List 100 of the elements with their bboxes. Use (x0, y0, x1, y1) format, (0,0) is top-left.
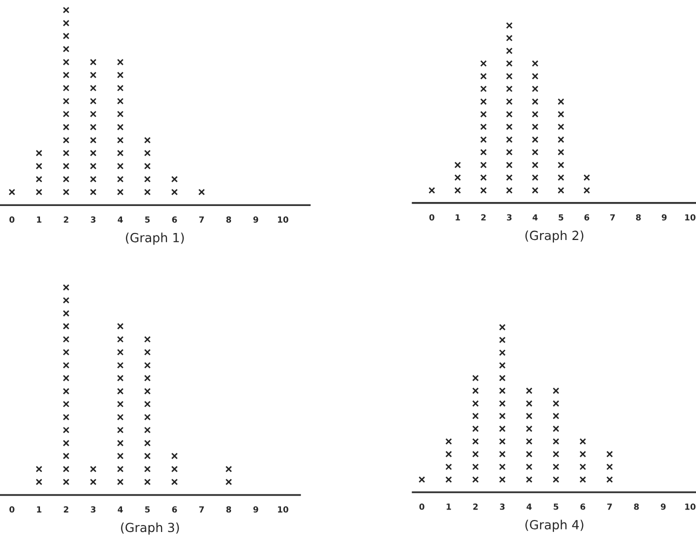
point (552, 464, 560, 470)
point (62, 348, 70, 356)
point (117, 84, 124, 92)
point (499, 476, 506, 483)
point (506, 162, 513, 168)
point (144, 400, 151, 408)
x-tick-label: 3 (506, 214, 512, 221)
point (117, 478, 124, 486)
point (144, 452, 151, 460)
point (90, 162, 97, 170)
point (506, 124, 513, 130)
point (62, 362, 70, 369)
point (558, 187, 564, 194)
point (117, 72, 124, 78)
point (144, 440, 151, 446)
x-tick-label: 1 (456, 214, 460, 220)
point (90, 58, 97, 66)
x-tick-label: 7 (199, 216, 204, 223)
point (532, 148, 538, 156)
point (62, 136, 70, 144)
x-axis-title: (Graph 2) (525, 230, 584, 243)
x-tick-label: 5 (145, 506, 150, 513)
point (532, 136, 538, 143)
point (36, 162, 42, 170)
x-tick-label: 2 (64, 506, 68, 512)
point (480, 174, 487, 181)
point (526, 425, 532, 432)
point (117, 426, 124, 434)
point (62, 150, 70, 156)
x-tick-label: 7 (199, 506, 204, 512)
point (506, 48, 513, 54)
point (552, 400, 560, 407)
point (472, 464, 479, 470)
point (499, 450, 506, 458)
point (62, 162, 70, 170)
point (62, 20, 70, 26)
point (144, 426, 151, 434)
point (117, 440, 124, 446)
point (62, 176, 70, 182)
point (506, 136, 513, 143)
point (144, 188, 151, 196)
point (428, 187, 436, 194)
x-tick-label: 9 (253, 216, 258, 223)
point (117, 162, 124, 170)
point (499, 464, 506, 470)
x-tick-label: 10 (685, 504, 696, 510)
x-tick-label: 2 (481, 214, 486, 220)
point (62, 6, 70, 14)
point (532, 72, 538, 80)
point (472, 438, 479, 445)
point (532, 162, 538, 168)
x-tick-label: 0 (419, 504, 424, 510)
x-tick-label: 5 (145, 216, 150, 223)
x-tick-label: 6 (172, 216, 177, 223)
x-axis-title: (Graph 1) (126, 232, 184, 245)
point (144, 478, 151, 486)
point (499, 324, 506, 331)
point (499, 425, 506, 432)
point (117, 374, 124, 382)
point (472, 400, 479, 407)
x-tick-label: 0 (429, 214, 434, 221)
point (506, 174, 513, 181)
point (62, 388, 70, 395)
point (117, 452, 124, 460)
point (606, 450, 613, 458)
point (171, 478, 178, 486)
point (8, 188, 16, 196)
point (506, 72, 513, 80)
point (506, 148, 513, 156)
x-tick-label: 8 (226, 506, 232, 513)
point (480, 86, 487, 92)
point (90, 84, 97, 92)
x-tick-label: 10 (278, 216, 288, 223)
point (117, 466, 124, 472)
point (90, 188, 97, 196)
point (117, 58, 124, 66)
x-tick-label: 9 (660, 504, 666, 510)
point (144, 336, 151, 343)
x-tick-label: 1 (37, 506, 42, 512)
point (580, 450, 586, 458)
point (36, 188, 42, 196)
point (526, 412, 532, 420)
point (580, 476, 586, 483)
point (480, 187, 487, 194)
point (418, 476, 426, 483)
point (171, 188, 178, 196)
point (144, 348, 151, 356)
x-tick-label: 8 (634, 504, 639, 510)
x-tick-label: 9 (253, 506, 258, 513)
point (480, 148, 487, 156)
point (506, 98, 513, 105)
x-axis-title: (Graph 4) (525, 520, 584, 532)
point (62, 284, 70, 291)
point (445, 438, 452, 445)
point (62, 32, 70, 40)
point (506, 187, 513, 194)
point (526, 476, 532, 483)
point (480, 72, 487, 80)
point (90, 136, 97, 144)
point (171, 452, 178, 460)
